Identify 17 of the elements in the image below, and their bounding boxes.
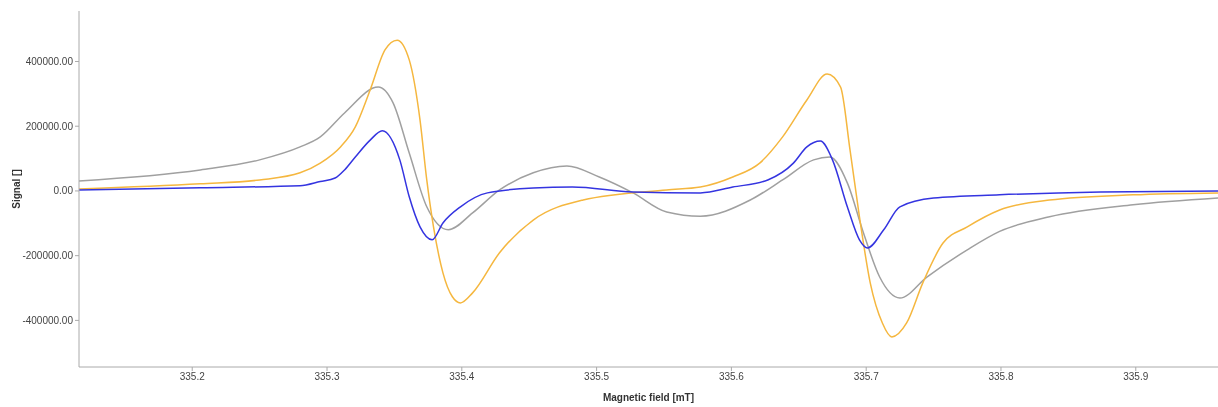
x-tick-label: 335.2 [179,371,206,383]
x-axis-title: Magnetic field [mT] [602,392,695,403]
y-tick-label: 0.00 [53,185,74,197]
y-axis-title: Signal [] [10,169,22,209]
x-tick-label: 335.6 [718,371,745,383]
x-tick-label: 335.3 [314,371,340,383]
y-tick-label: -400000.00 [22,314,74,326]
y-tick-label: 200000.00 [25,120,74,132]
x-tick-label: 335.5 [584,371,610,383]
x-tick-label: 335.7 [853,371,880,383]
x-tick-label: 335.8 [988,371,1014,383]
x-tick-label: 335.9 [1123,371,1149,383]
x-tick-label: 335.4 [449,371,475,383]
y-tick-label: 400000.00 [25,56,74,68]
line-series [79,39,1218,338]
line-series [79,130,1218,249]
y-tick-label: -200000.00 [22,250,74,262]
